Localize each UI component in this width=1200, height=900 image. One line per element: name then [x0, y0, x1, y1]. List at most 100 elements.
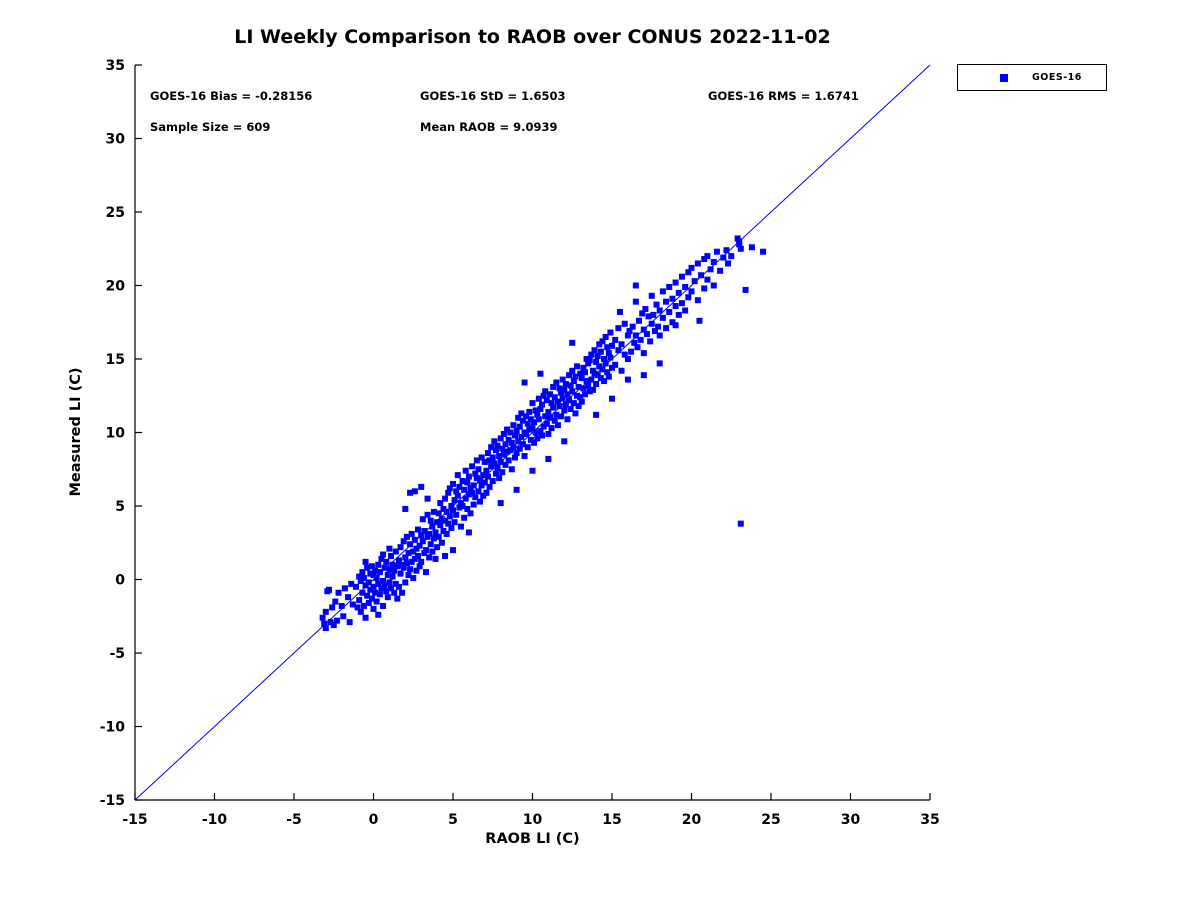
scatter-point [583, 356, 590, 362]
scatter-point [645, 313, 652, 320]
scatter-point [497, 458, 504, 465]
scatter-point [609, 395, 615, 402]
scatter-point [640, 372, 647, 379]
scatter-point [437, 522, 444, 529]
y-tick-label: -15 [100, 793, 125, 809]
scatter-point [621, 351, 628, 358]
scatter-point [621, 320, 628, 327]
scatter-point [389, 561, 396, 568]
scatter-point [483, 489, 490, 496]
scatter-point [666, 308, 673, 315]
scatter-point [588, 376, 595, 383]
scatter-point [580, 385, 587, 392]
scatter-point [380, 602, 387, 609]
scatter-point [643, 331, 650, 338]
scatter-point [373, 598, 380, 605]
scatter-point [403, 560, 410, 567]
scatter-point [332, 598, 339, 605]
scatter-point [507, 447, 514, 454]
scatter-point [325, 586, 332, 593]
scatter-point [370, 572, 377, 579]
scatter-point [386, 566, 393, 573]
scatter-point [637, 336, 644, 343]
scatter-point [356, 573, 363, 580]
scatter-point [504, 426, 511, 433]
scatter-point [556, 403, 563, 410]
scatter-point [362, 558, 369, 565]
scatter-point [678, 300, 685, 307]
scatter-point [370, 605, 377, 612]
scatter-point [360, 602, 367, 609]
scatter-point [437, 500, 444, 507]
scatter-point [581, 369, 588, 376]
scatter-point [519, 417, 526, 424]
scatter-point [341, 585, 348, 592]
scatter-point [583, 378, 590, 385]
scatter-point [569, 388, 576, 395]
scatter-point [648, 292, 655, 299]
scatter-point [512, 432, 519, 439]
scatter-point [459, 478, 466, 485]
scatter-point [470, 501, 477, 508]
scatter-point [604, 369, 611, 376]
scatter-point [602, 360, 609, 367]
scatter-point [659, 288, 666, 295]
scatter-point [567, 382, 574, 389]
scatter-point [450, 547, 456, 554]
scatter-point [505, 457, 512, 464]
scatter-point [375, 611, 382, 618]
scatter-point [443, 508, 450, 515]
scatter-point [609, 364, 615, 371]
stat-mean-raob: Mean RAOB = 9.0939 [420, 120, 558, 134]
scatter-point [419, 538, 426, 545]
scatter-point [413, 567, 420, 574]
scatter-point [349, 601, 356, 608]
scatter-point [558, 389, 565, 396]
scatter-point [569, 339, 576, 346]
scatter-point [666, 283, 673, 290]
scatter-point [489, 478, 496, 485]
scatter-point [558, 413, 565, 420]
scatter-point [526, 408, 533, 415]
scatter-point [422, 547, 429, 554]
scatter-point [534, 411, 541, 418]
scatter-point [545, 408, 552, 415]
scatter-point [475, 488, 482, 495]
scatter-point [748, 244, 755, 251]
x-tick-label: 25 [761, 812, 780, 828]
scatter-point [521, 379, 528, 386]
scatter-point [639, 310, 646, 317]
scatter-point [524, 444, 531, 451]
scatter-point [373, 575, 380, 582]
scatter-point [682, 283, 689, 290]
scatter-point [338, 602, 345, 609]
scatter-point [340, 613, 347, 620]
scatter-point [415, 552, 422, 559]
scatter-point [615, 347, 622, 354]
scatter-point [496, 475, 503, 482]
scatter-point [512, 454, 519, 461]
scatter-point [492, 470, 499, 477]
scatter-point [384, 572, 391, 579]
scatter-point [499, 469, 506, 476]
scatter-point [435, 533, 442, 540]
scatter-point [407, 541, 414, 548]
scatter-point [559, 395, 566, 402]
scatter-point [527, 416, 534, 423]
scatter-point [405, 550, 412, 557]
scatter-point [405, 572, 412, 579]
scatter-point [402, 579, 409, 586]
y-tick-label: -5 [109, 646, 125, 662]
scatter-point [469, 489, 476, 496]
x-tick-label: 0 [369, 812, 379, 828]
scatter-point [472, 470, 479, 477]
x-tick-label: -5 [286, 812, 302, 828]
scatter-point [484, 450, 491, 457]
scatter-point [591, 370, 598, 377]
scatter-point [540, 392, 547, 399]
scatter-point [411, 536, 418, 543]
scatter-point [527, 436, 534, 443]
scatter-point [475, 466, 482, 473]
scatter-point [669, 295, 676, 302]
scatter-point [483, 467, 490, 474]
